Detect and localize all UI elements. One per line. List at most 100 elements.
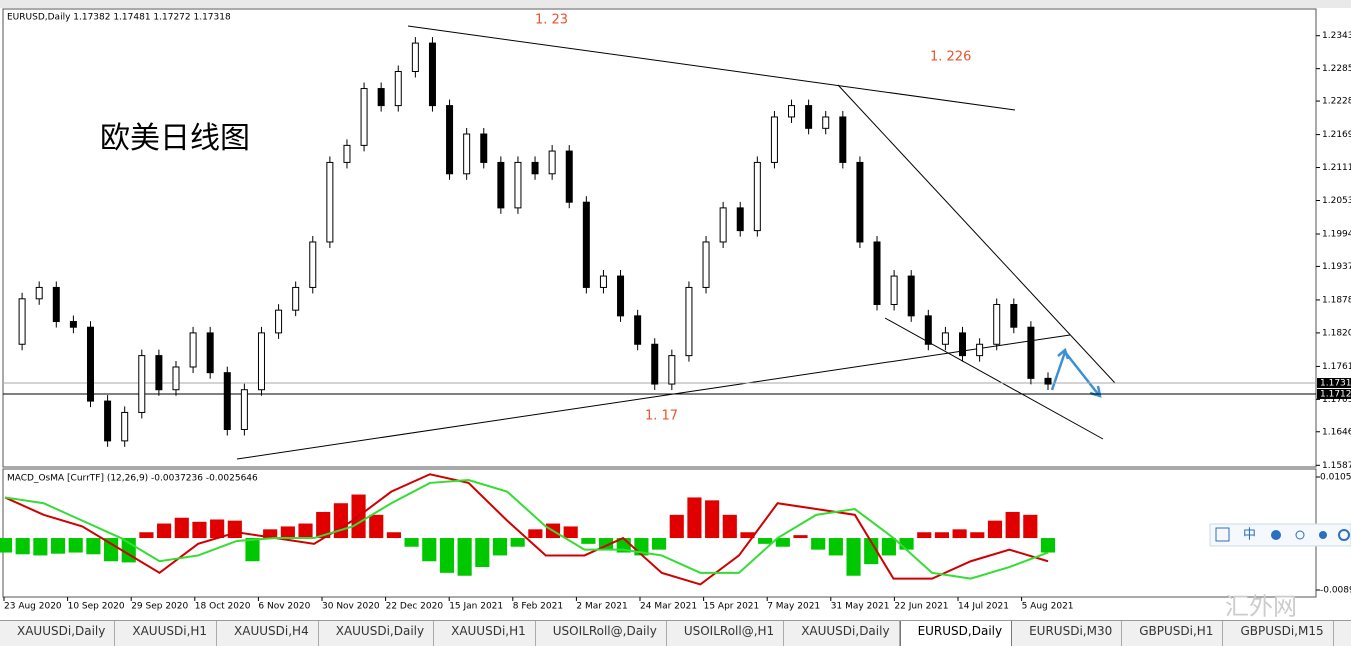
tab[interactable]: USOILRoll@,Daily (536, 621, 667, 646)
signal-line (4, 479, 1049, 580)
histogram-bar (457, 538, 472, 576)
histogram-bar (1040, 538, 1056, 553)
tab[interactable]: GBPUSDi,H1 (1122, 621, 1224, 646)
icon[interactable] (1338, 529, 1350, 541)
candle-body (582, 201, 590, 288)
candle-body (1010, 303, 1018, 328)
x-tick-label: 23 Aug 2020 (4, 602, 62, 612)
tab[interactable]: USOILRoll@,H1 (667, 621, 785, 646)
candle (702, 235, 710, 294)
chart-title: 欧美日线图 (100, 121, 250, 156)
candle-body (531, 161, 539, 175)
candle (86, 321, 94, 408)
histogram-bar (1023, 514, 1038, 539)
y-tick-label: 1.2053 (1322, 196, 1351, 206)
tab[interactable]: XAUUSDi,Daily (784, 621, 900, 646)
x-tick-label: 2 Mar 2021 (576, 602, 627, 612)
y-tick-label: 1.1937 (1322, 262, 1351, 272)
candle (257, 326, 265, 396)
x-tick-label: 31 May 2021 (831, 602, 890, 612)
trendline (837, 84, 1116, 384)
histogram-bar (987, 520, 1003, 539)
tab[interactable]: XAUUSDi,H1 (434, 621, 536, 646)
candle-body (634, 315, 642, 345)
trendlines (236, 25, 1116, 460)
candle-body (617, 275, 625, 317)
tab[interactable]: XAUUSDi,H4 (217, 621, 319, 646)
annotation: 1. 226 (930, 50, 971, 65)
candle-body (446, 105, 454, 175)
tab[interactable]: EURUSDi,M30 (1012, 621, 1123, 646)
x-tick-label: 22 Dec 2020 (386, 602, 444, 612)
candle (428, 37, 436, 112)
histogram-bar (811, 538, 826, 550)
candle (1027, 321, 1035, 385)
y-tick-label: 1.2285 (1322, 64, 1351, 74)
candle-body (976, 343, 984, 357)
histogram-bar (386, 532, 401, 539)
candle (788, 99, 796, 123)
symbol-info: EURUSD,Daily 1.17382 1.17481 1.17272 1.1… (7, 13, 231, 23)
candle-body (104, 400, 112, 442)
tab[interactable]: XAUUSDi,Daily (319, 621, 435, 646)
candle-body (69, 321, 77, 328)
icon[interactable] (1215, 527, 1230, 542)
candle-body (121, 411, 129, 442)
tab[interactable]: XAGUSDi,H1 (1334, 621, 1351, 646)
candle (719, 201, 727, 248)
histogram-bar (0, 538, 13, 553)
candle-body (736, 207, 744, 232)
histogram-bar (263, 529, 278, 539)
icon[interactable] (1319, 531, 1327, 539)
icon[interactable] (1271, 530, 1281, 540)
histogram-bar (581, 538, 596, 544)
x-tick-label: 5 Aug 2021 (1022, 602, 1074, 612)
candle (548, 145, 556, 180)
x-tick-label: 7 May 2021 (767, 602, 820, 612)
x-tick-label: 10 Sep 2020 (68, 602, 125, 612)
candle (599, 270, 607, 294)
candle (138, 349, 146, 419)
candle-body (719, 207, 727, 243)
tab[interactable]: XAUUSDi,H1 (115, 621, 218, 646)
candle (907, 270, 915, 322)
y-tick-label: -0.008958 (1320, 585, 1351, 595)
candle-body (292, 286, 300, 311)
histogram-bar (404, 538, 419, 547)
lang-icon[interactable]: 中 (1243, 528, 1256, 543)
candle (976, 338, 984, 362)
candle-body (189, 332, 197, 368)
candle-body (788, 105, 796, 118)
histogram-bar (298, 523, 313, 539)
histogram-bar (245, 538, 260, 562)
x-tick-label: 8 Feb 2021 (513, 602, 563, 612)
tab[interactable]: XAUUSDi,Daily (0, 621, 116, 646)
candle (377, 82, 385, 112)
histogram-bar (157, 523, 172, 539)
candle-body (377, 88, 385, 107)
candle (617, 270, 625, 322)
watermark: 汇外网 (1225, 593, 1297, 621)
candle-body (480, 133, 488, 163)
histogram-bar (705, 500, 720, 539)
candle-body (941, 332, 949, 345)
tab[interactable]: GBPUSDi,M15 (1223, 621, 1334, 646)
histogram-bar (758, 538, 773, 544)
annotation: 1. 23 (535, 13, 568, 28)
tab[interactable]: EURUSD,Daily (899, 621, 1013, 646)
candle-body (18, 298, 26, 345)
candle (582, 196, 590, 294)
candle-body (257, 332, 265, 391)
candle (1044, 372, 1052, 391)
candle (565, 145, 573, 209)
y-tick-label: 1.1646 (1322, 427, 1351, 437)
x-tick-label: 18 Oct 2020 (195, 602, 251, 612)
side-toolbar: 中 (1209, 523, 1351, 547)
candle (206, 326, 214, 379)
icon[interactable] (1295, 530, 1305, 540)
annotation: 1. 17 (645, 409, 678, 424)
candle (343, 139, 351, 169)
candle (959, 326, 967, 362)
candle (736, 201, 744, 237)
